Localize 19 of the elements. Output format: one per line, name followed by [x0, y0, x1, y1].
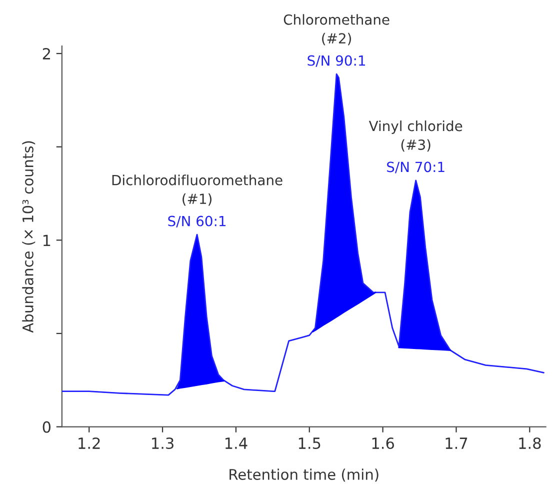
- x-axis-title: Retention time (min): [230, 468, 378, 482]
- annotation: Vinyl chloride (#3): [368, 120, 462, 152]
- annotation: S/N 90:1: [308, 55, 366, 67]
- x-tick-label: 1.4: [225, 438, 248, 449]
- x-tick-label: 1.5: [298, 438, 320, 450]
- x-tick-label: 1.8: [519, 437, 541, 450]
- y-tick-label: 2: [42, 48, 50, 60]
- y-axis-title: Abundance (× 10³ counts): [22, 141, 36, 333]
- x-tick-label: 1.2: [78, 437, 100, 449]
- annotation: S/N 60:1: [168, 216, 226, 228]
- x-tick-label: 1.3: [152, 437, 174, 450]
- annotation: Dichlorodifluoromethane (#1): [112, 174, 282, 206]
- annotation: Chloromethane (#2): [284, 14, 390, 46]
- y-tick-label: 0: [42, 421, 51, 433]
- annotation: S/N 70:1: [387, 162, 444, 174]
- x-tick-label: 1.6: [372, 437, 394, 450]
- x-tick-label: 1.7: [446, 438, 468, 449]
- line-series: [62, 73, 544, 396]
- y-tick-label: 1: [43, 234, 50, 246]
